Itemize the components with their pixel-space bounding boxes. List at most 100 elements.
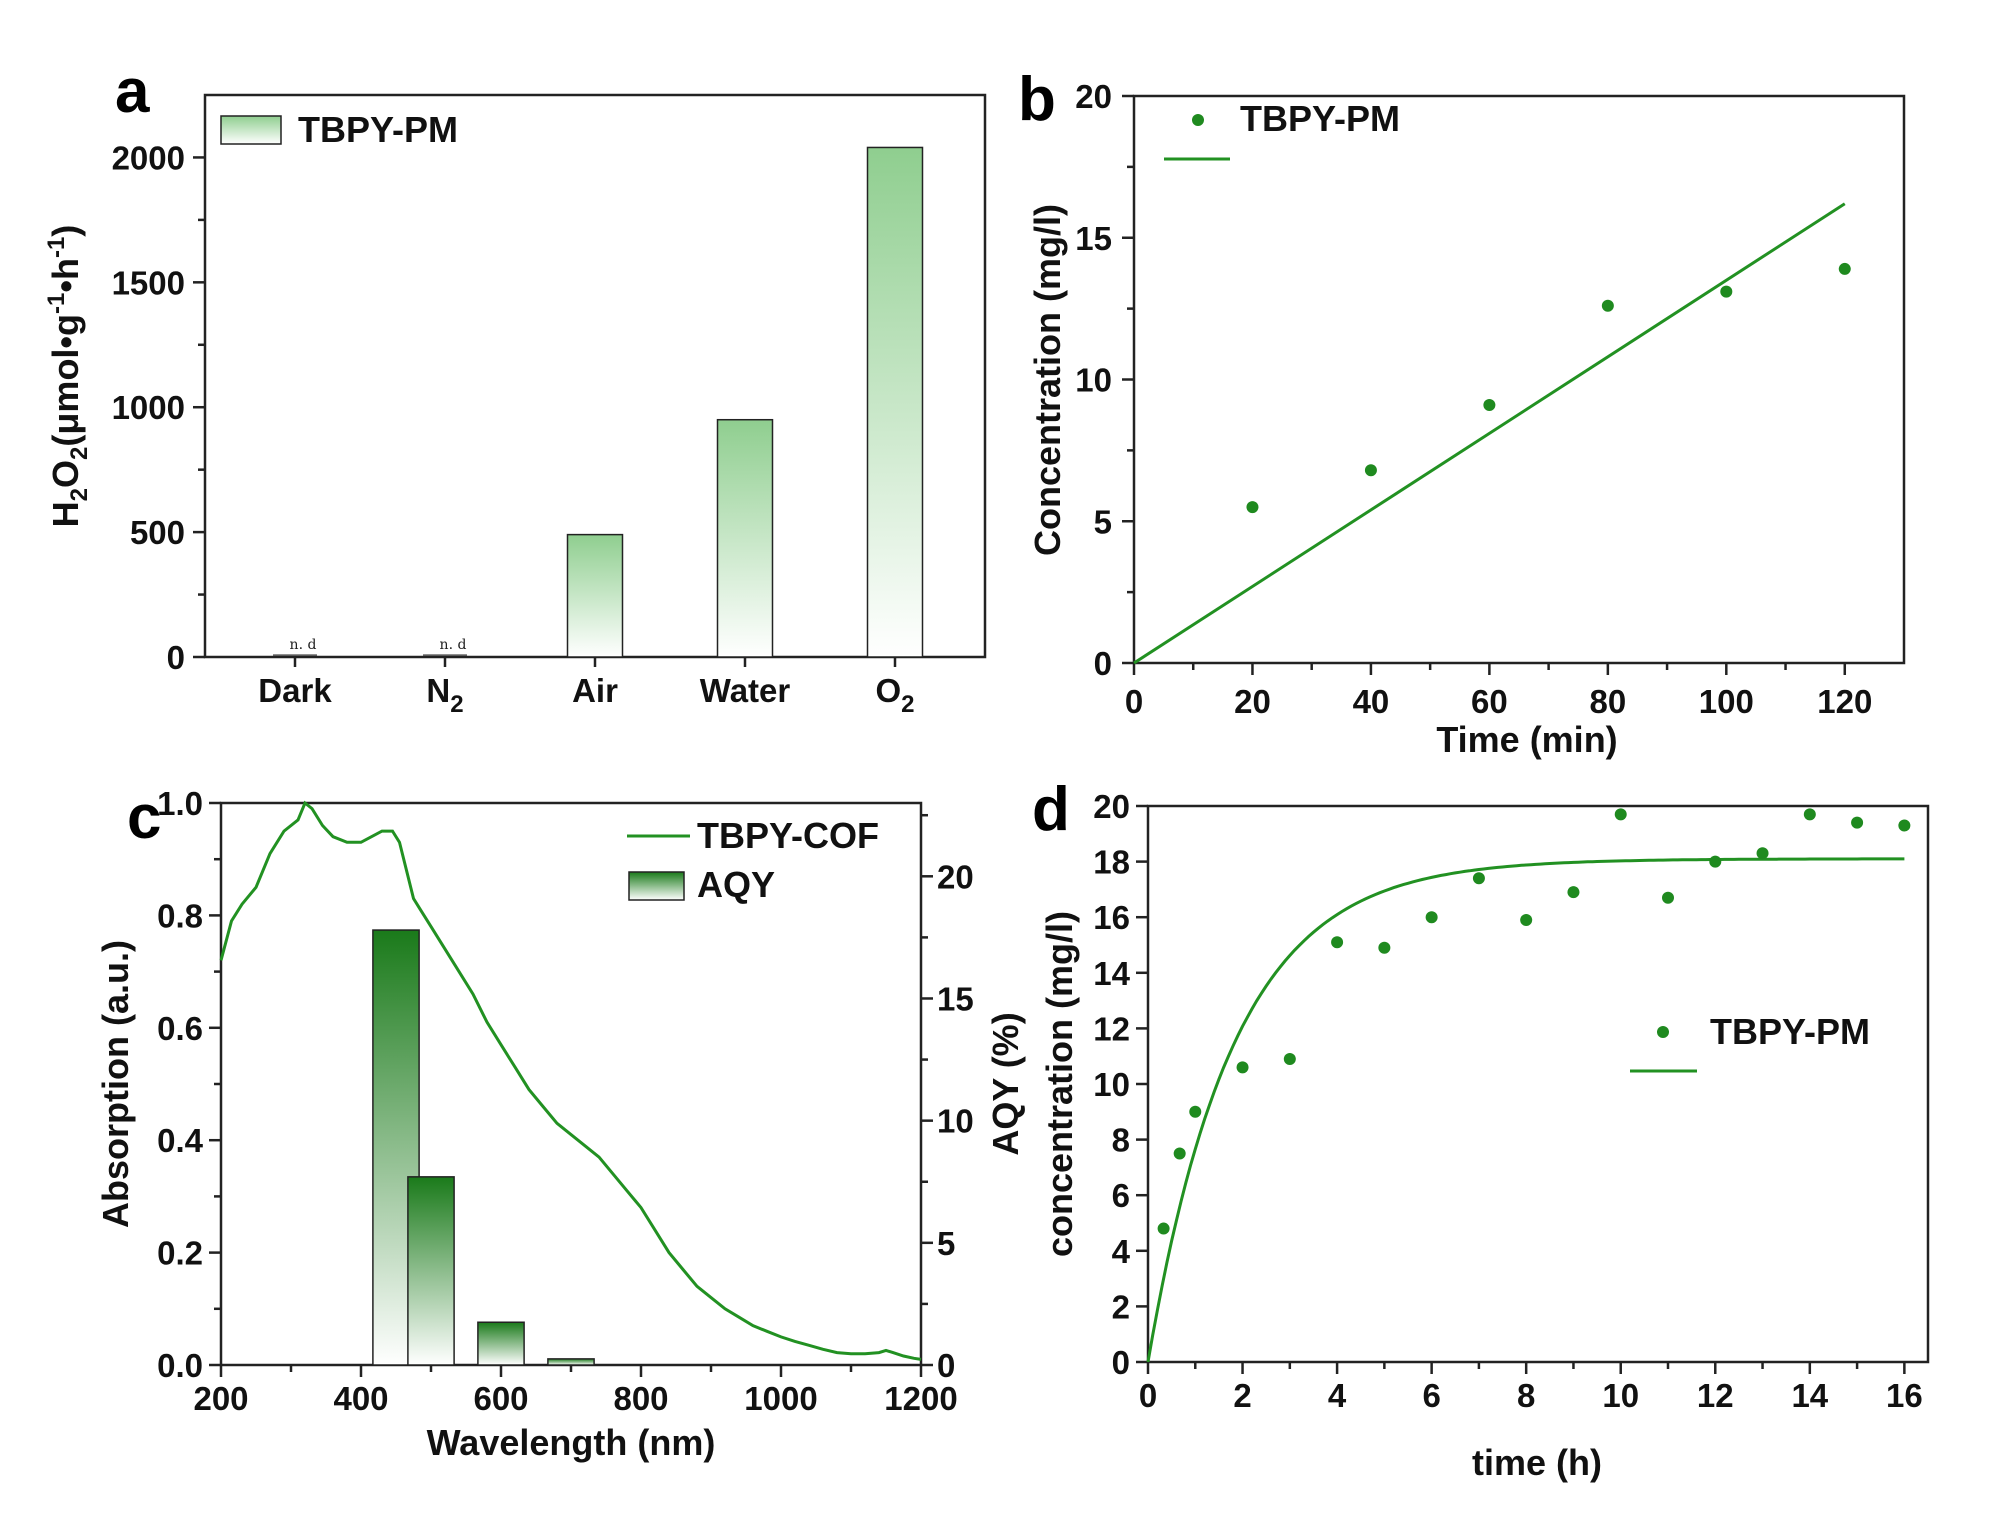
panel-d-ytick-label: 6 — [1112, 1177, 1130, 1214]
panel-c-legend: TBPY-COF AQY — [627, 815, 879, 905]
panel-a-ylabel: H2O2(μmol•g-1•h-1) — [43, 225, 93, 528]
panel-a-bar-chart: 0 500 1000 1500 2000 Dark N2 Air Water O2 n. d n.… — [43, 93, 987, 718]
panel-a-ytick-label: 1500 — [112, 264, 185, 301]
panel-d-ytick-label: 8 — [1112, 1122, 1130, 1159]
panel-d-ytick-label: 2 — [1112, 1288, 1130, 1325]
panel-a-xtick-label: Water — [700, 672, 791, 709]
panel-c-y2label: AQY (%) — [985, 1012, 1026, 1155]
panel-a-legend-label: TBPY-PM — [298, 109, 458, 150]
panel-a-bar — [566, 533, 624, 658]
panel-d-ytick-label: 0 — [1112, 1344, 1130, 1381]
panel-a-bar — [716, 418, 774, 658]
panel-b-xtick-label: 0 — [1125, 683, 1143, 720]
panel-c-y2tick-label: 5 — [937, 1225, 955, 1262]
panel-b-data-point — [1246, 501, 1259, 514]
panel-b-legend-marker — [1192, 114, 1204, 126]
panel-b-data-point — [1720, 285, 1733, 298]
panel-d-ytick-label: 10 — [1093, 1066, 1130, 1103]
panel-b-xtick-label: 20 — [1234, 683, 1271, 720]
panel-c-ytick-label: 0.2 — [157, 1235, 203, 1272]
panel-d-xlabel: time (h) — [1472, 1442, 1602, 1483]
panel-c-absorption-curve — [219, 800, 922, 1361]
panel-d-xtick-label: 0 — [1139, 1377, 1157, 1414]
panel-c-y2tick-label: 10 — [937, 1103, 974, 1140]
panel-c-aqy-bar — [477, 1321, 525, 1366]
panel-d-xtick-label: 8 — [1517, 1377, 1535, 1414]
panel-a-ytick-label: 0 — [167, 639, 185, 676]
panel-d-data-point — [1157, 1222, 1170, 1235]
panel-d-legend-label: TBPY-PM — [1710, 1011, 1870, 1052]
panel-d-data-point — [1614, 808, 1627, 821]
panel-d-xtick-label: 2 — [1233, 1377, 1251, 1414]
panel-b-xtick-label: 120 — [1817, 683, 1872, 720]
panel-c-legend-swatch — [628, 871, 685, 901]
panel-d-xtick-label: 14 — [1791, 1377, 1828, 1414]
panel-d-data-point — [1236, 1061, 1249, 1074]
panel-b-ytick-label: 15 — [1075, 220, 1112, 257]
panel-b-xlabel: Time (min) — [1436, 719, 1617, 760]
panel-b-ytick-label: 5 — [1094, 503, 1112, 540]
panel-a-legend: TBPY-PM — [220, 109, 458, 150]
panel-a-xtick-label: Dark — [258, 672, 332, 709]
panel-b-xtick-label: 40 — [1353, 683, 1390, 720]
panel-c-dual-axis-chart: 200 400 600 800 1000 1200 0.0 0.2 0.4 0.6 0.8 1.0 0 5… — [95, 785, 1026, 1463]
panel-c-xtick-label: 1200 — [884, 1380, 957, 1417]
panel-b-data-point — [1483, 399, 1496, 412]
panel-a-xtick-label: N2 — [426, 672, 463, 718]
panel-c-xtick-label: 400 — [333, 1380, 388, 1417]
panel-d-data-point — [1567, 886, 1580, 899]
panel-b-ytick-label: 10 — [1075, 362, 1112, 399]
panel-d-xtick-label: 12 — [1697, 1377, 1734, 1414]
panel-b-data-point — [1364, 464, 1377, 477]
panel-d-ytick-label: 16 — [1093, 899, 1130, 936]
panel-d-ytick-label: 14 — [1093, 955, 1130, 992]
panel-b-fit-line — [1133, 202, 1846, 665]
panel-b-xtick-label: 100 — [1699, 683, 1754, 720]
panel-d-xtick-label: 10 — [1602, 1377, 1639, 1414]
panel-d-xtick-label: 16 — [1886, 1377, 1923, 1414]
panel-c-xtick-label: 200 — [193, 1380, 248, 1417]
panel-d-frame — [1146, 804, 1930, 1364]
panel-a-nd-annotation: n. d — [440, 637, 467, 653]
panel-d-ytick-label: 20 — [1093, 788, 1130, 825]
panel-label-c: c — [127, 783, 161, 852]
panel-c-legend-label-curve: TBPY-COF — [697, 815, 879, 856]
panel-d-data-point — [1331, 936, 1344, 949]
panel-b-xtick-label: 60 — [1471, 683, 1508, 720]
panel-label-b: b — [1018, 65, 1056, 134]
panel-d-data-point — [1189, 1105, 1202, 1118]
panel-c-xtick-label: 800 — [613, 1380, 668, 1417]
panel-b-ylabel: Concentration (mg/l) — [1027, 204, 1068, 556]
panel-a-ytick-label: 2000 — [112, 139, 185, 176]
panel-c-ytick-label: 1.0 — [157, 785, 203, 822]
panel-c-y2tick-label: 0 — [937, 1347, 955, 1384]
panel-c-xlabel: Wavelength (nm) — [427, 1422, 716, 1463]
panel-a-bar — [866, 146, 924, 658]
panel-c-xtick-label: 1000 — [744, 1380, 817, 1417]
panel-d-ytick-label: 4 — [1112, 1233, 1131, 1270]
panel-b-frame — [1132, 94, 1906, 665]
panel-d-ytick-label: 18 — [1093, 844, 1130, 881]
panel-d-ytick-label: 12 — [1093, 1010, 1130, 1047]
panel-c-xtick-label: 600 — [473, 1380, 528, 1417]
panel-d-data-point — [1173, 1147, 1186, 1160]
panel-c-aqy-bar — [547, 1358, 595, 1366]
panel-c-ytick-label: 0.4 — [157, 1122, 204, 1159]
panel-b-xtick-label: 80 — [1589, 683, 1626, 720]
panel-d-data-point — [1803, 808, 1816, 821]
panel-c-legend-label-bars: AQY — [697, 864, 775, 905]
panel-b-data-point — [1601, 299, 1614, 312]
panel-c-ytick-label: 0.8 — [157, 897, 203, 934]
panel-c-ytick-label: 0.6 — [157, 1010, 203, 1047]
panel-d-ylabel: concentration (mg/l) — [1039, 911, 1080, 1257]
panel-b-data-point — [1838, 262, 1851, 275]
panel-d-data-point — [1283, 1052, 1296, 1065]
panel-d-xtick-label: 4 — [1328, 1377, 1347, 1414]
panel-b-legend-label: TBPY-PM — [1240, 98, 1400, 139]
panel-d-data-point — [1709, 855, 1722, 868]
panel-d-data-point — [1425, 911, 1438, 924]
panel-c-ytick-label: 0.0 — [157, 1347, 203, 1384]
panel-a-ytick-label: 500 — [130, 514, 185, 551]
